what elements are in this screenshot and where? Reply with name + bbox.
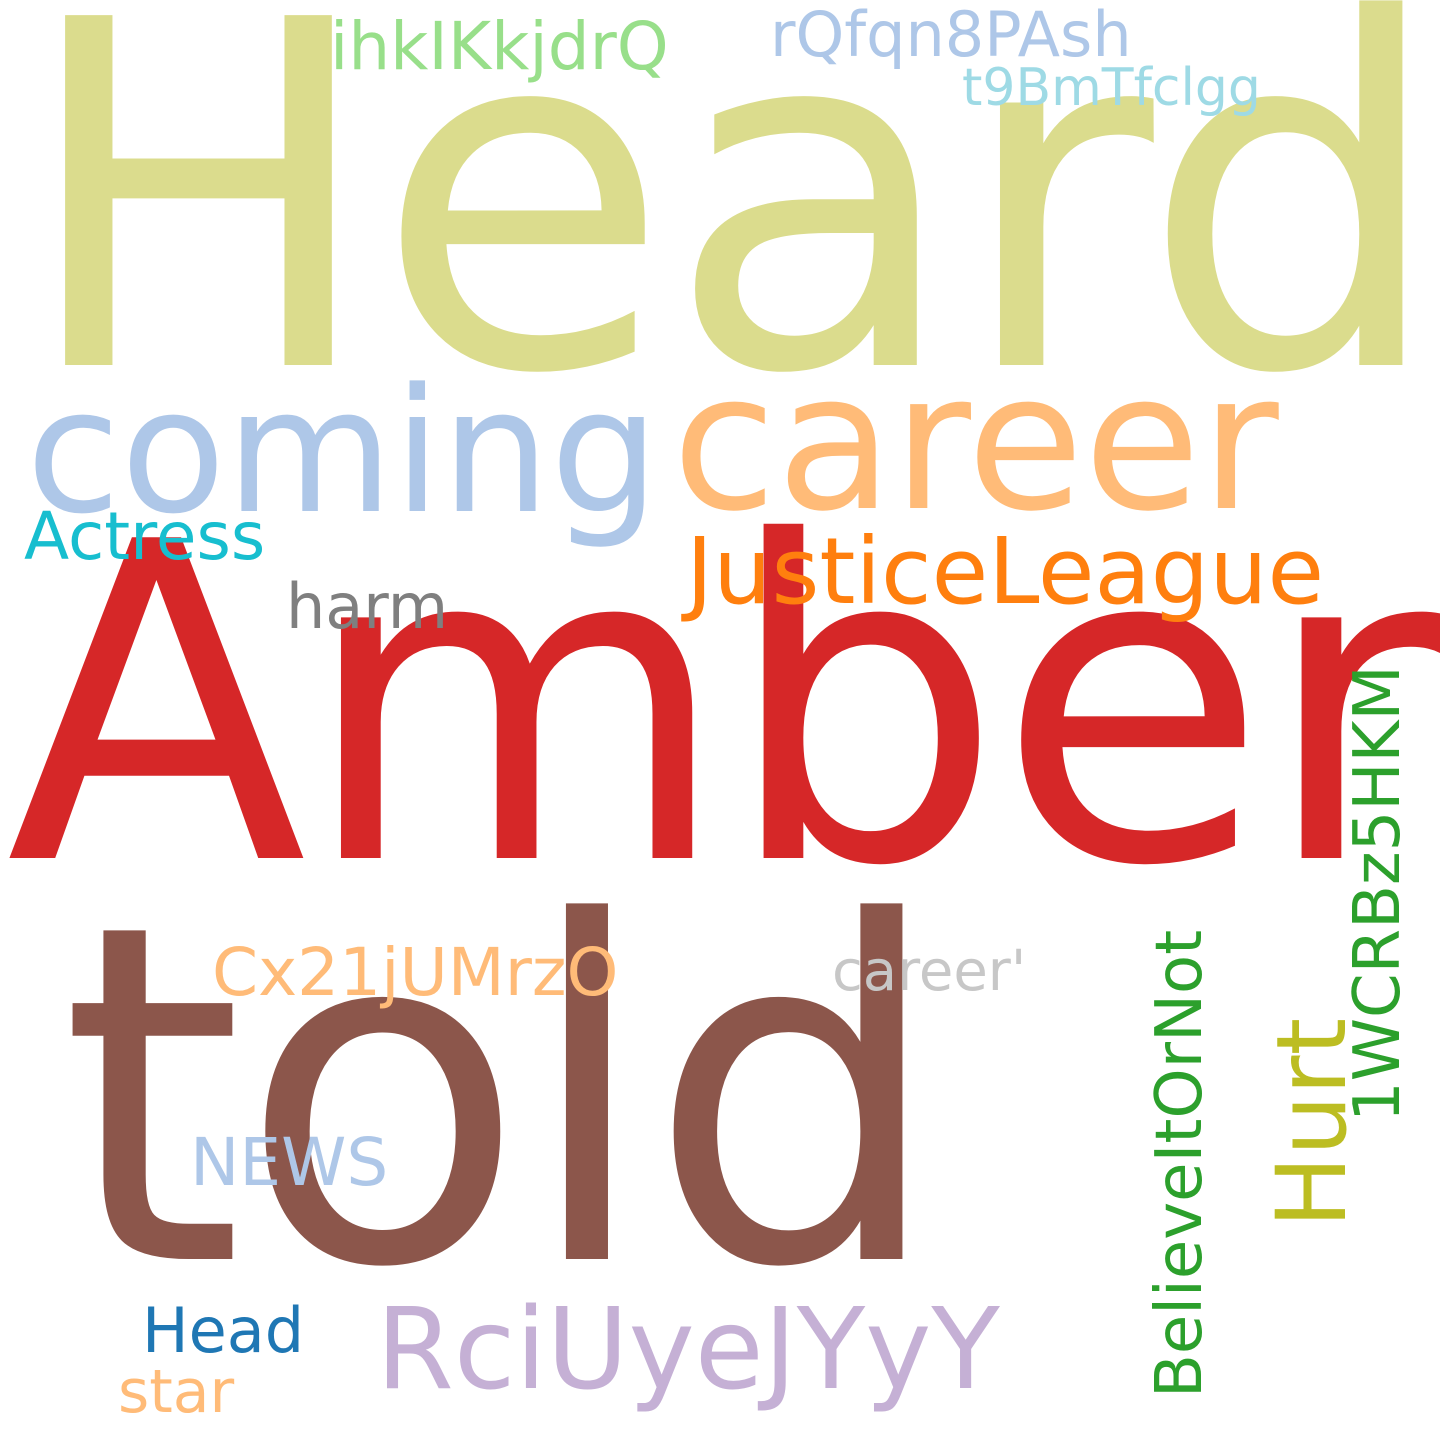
word-ihkikkjdrq: ihkIKkjdrQ — [330, 14, 669, 80]
word-career-text: career — [672, 332, 1279, 553]
word-believeitornot: BelieveItOrNot — [1143, 929, 1217, 1398]
word-heard-text: Heard — [18, 0, 1440, 479]
word-ihkikkjdrq-text: ihkIKkjdrQ — [330, 8, 669, 85]
word-t9bmtfclgg-text: t9BmTfclgg — [962, 58, 1261, 118]
word-rqfqn8pash: rQfqn8PAsh — [770, 4, 1132, 66]
word-rciuyejyyy: RciUyeJYyY — [376, 1294, 1000, 1406]
word-rciuyejyyy-text: RciUyeJYyY — [376, 1285, 1000, 1415]
word-amber-text: Amber — [6, 450, 1440, 962]
word-1wcrbz5hkm-text: 1WCRBz5HKM — [1341, 665, 1415, 1122]
word-believeitornot-text: BelieveItOrNot — [1143, 929, 1217, 1398]
word-star: star — [118, 1362, 234, 1422]
word-heard: Heard — [18, 0, 1440, 440]
word-cx21jumrzo-text: Cx21jUMrzO — [212, 934, 619, 1011]
word-t9bmtfclgg: t9BmTfclgg — [962, 62, 1261, 114]
word-news: NEWS — [190, 1130, 388, 1196]
word-harm: harm — [286, 576, 448, 638]
word-head: Head — [142, 1300, 304, 1362]
word-head-text: Head — [142, 1294, 305, 1367]
word-rqfqn8pash-text: rQfqn8PAsh — [770, 0, 1132, 71]
word-told-text: told — [60, 826, 945, 1370]
word-justiceleague: JusticeLeague — [686, 526, 1324, 618]
word-cx21jumrzo: Cx21jUMrzO — [212, 940, 618, 1006]
word-coming-text: coming — [26, 351, 660, 552]
word-star-text: star — [118, 1357, 235, 1427]
word-amber: Amber — [6, 450, 1440, 962]
word-1wcrbz5hkm: 1WCRBz5HKM — [1341, 665, 1415, 1122]
word-actress-text: Actress — [24, 498, 266, 575]
word-career-quote: career' — [832, 944, 1026, 1000]
word-news-text: NEWS — [190, 1124, 389, 1201]
word-career-quote-text: career' — [832, 939, 1027, 1004]
word-told: told — [60, 826, 945, 1370]
word-coming: coming — [26, 366, 659, 538]
word-career: career — [672, 348, 1279, 538]
word-actress: Actress — [24, 504, 265, 570]
word-justiceleague-text: JusticeLeague — [686, 518, 1325, 625]
word-harm-text: harm — [286, 570, 449, 643]
